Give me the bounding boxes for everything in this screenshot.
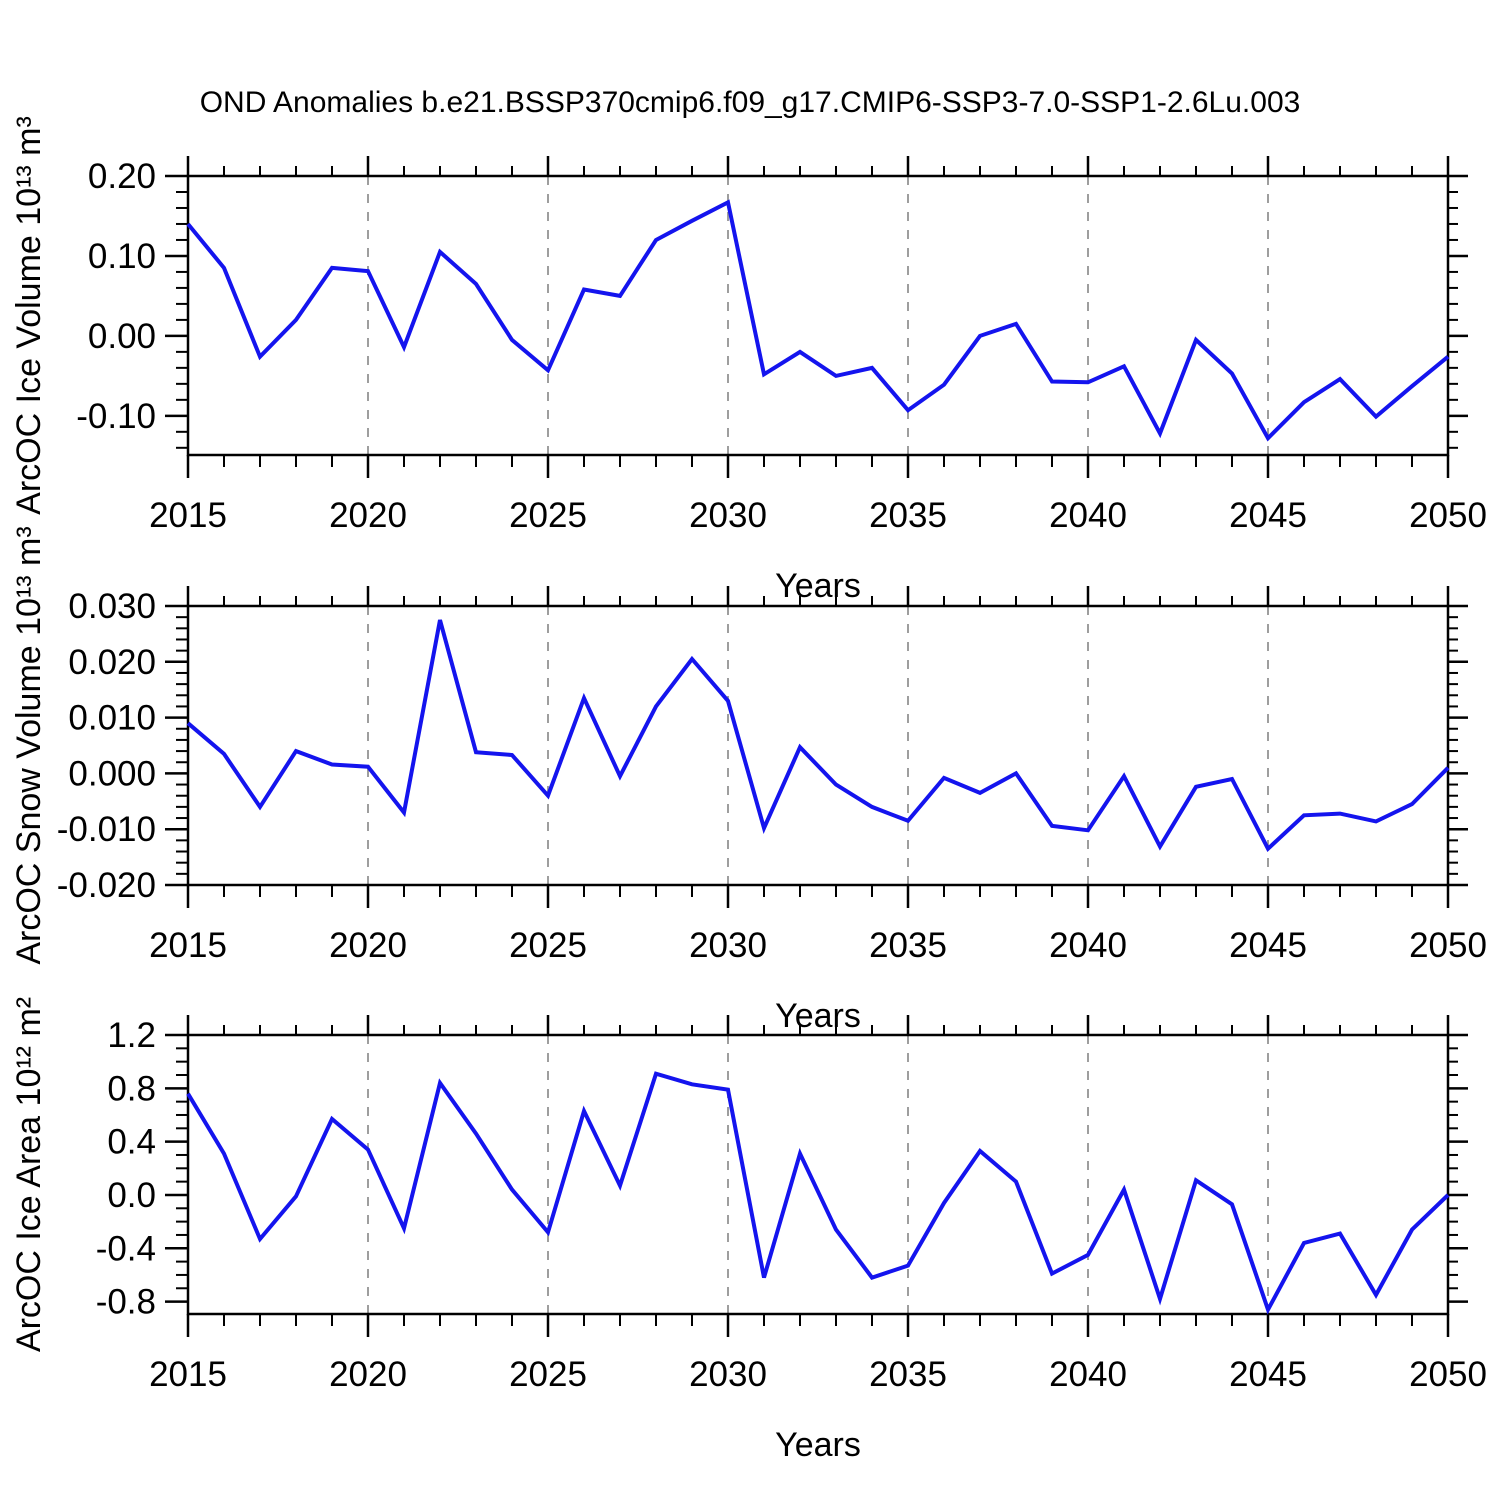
- x-tick-label: 2050: [1409, 496, 1487, 535]
- x-tick-label: 2030: [689, 926, 767, 965]
- x-tick-label: 2020: [329, 926, 407, 965]
- plot-area: 0.20 0.10 0.00 -0.10 2015 2020 2025 2030 2035 204…: [76, 156, 1487, 535]
- chart-snow-volume: ArcOC Snow Volume 10¹³ m³ 0.030 0.020 0.01…: [10, 526, 1487, 1035]
- y-tick-label: -0.8: [96, 1283, 156, 1322]
- y-tick-label: 0.4: [107, 1123, 156, 1162]
- x-axis-label: Years: [775, 1426, 861, 1464]
- x-tick-label: 2020: [329, 496, 407, 535]
- x-axis-label: Years: [775, 567, 861, 605]
- y-tick-label: -0.020: [57, 866, 156, 905]
- x-tick-label: 2015: [149, 496, 227, 535]
- x-tick-label: 2040: [1049, 926, 1127, 965]
- y-axis-label: ArcOC Ice Area 10¹² m²: [10, 997, 48, 1352]
- x-tick-label: 2030: [689, 1355, 767, 1394]
- x-tick-label: 2025: [509, 496, 587, 535]
- plot-frame: [186, 604, 1450, 887]
- y-tick-label: 0.20: [88, 157, 156, 196]
- plot-area: 1.2 0.8 0.4 0.0 -0.4 -0.8 2015 2020 2025 2030 2035…: [96, 1015, 1487, 1394]
- x-tick-label: 2035: [869, 926, 947, 965]
- plot-frame: [186, 1033, 1450, 1316]
- x-tick-label: 2035: [869, 496, 947, 535]
- x-tick-label: 2040: [1049, 1355, 1127, 1394]
- x-tick-label: 2020: [329, 1355, 407, 1394]
- y-tick-label: -0.4: [96, 1229, 156, 1268]
- y-tick-label: 0.010: [68, 699, 156, 738]
- y-tick-label: 0.0: [107, 1176, 156, 1215]
- x-tick-label: 2030: [689, 496, 767, 535]
- chart-ice-area: ArcOC Ice Area 10¹² m² 1.2 0.8 0.4 0.0 -0.4 -…: [10, 997, 1487, 1464]
- x-tick-label: 2045: [1229, 926, 1307, 965]
- x-tick-label: 2045: [1229, 1355, 1307, 1394]
- x-tick-label: 2045: [1229, 496, 1307, 535]
- x-tick-label: 2040: [1049, 496, 1127, 535]
- series-line: [186, 199, 1450, 442]
- y-tick-label: -0.10: [76, 397, 156, 436]
- series-line: [186, 1071, 1450, 1315]
- y-tick-label: 0.8: [107, 1069, 156, 1108]
- plot-frame: [186, 174, 1450, 457]
- y-tick-label: 1.2: [107, 1016, 156, 1055]
- x-tick-label: 2015: [149, 1355, 227, 1394]
- y-tick-label: 0.030: [68, 587, 156, 626]
- series-line: [186, 619, 1450, 852]
- y-axis-label: ArcOC Snow Volume 10¹³ m³: [10, 526, 48, 964]
- x-tick-label: 2025: [509, 926, 587, 965]
- x-tick-label: 2050: [1409, 1355, 1487, 1394]
- x-tick-label: 2035: [869, 1355, 947, 1394]
- y-tick-label: -0.010: [57, 810, 156, 849]
- figure-title: OND Anomalies b.e21.BSSP370cmip6.f09_g17…: [200, 86, 1301, 119]
- x-tick-label: 2015: [149, 926, 227, 965]
- y-tick-label: 0.000: [68, 754, 156, 793]
- y-axis-label: ArcOC Ice Volume 10¹³ m³: [10, 116, 48, 515]
- plot-area: 0.030 0.020 0.010 0.000 -0.010 -0.020 2015 2020…: [57, 586, 1487, 965]
- chart-ice-volume: ArcOC Ice Volume 10¹³ m³ 0.20 0.10 0.00 -0.…: [10, 116, 1487, 605]
- x-tick-label: 2050: [1409, 926, 1487, 965]
- y-tick-label: 0.10: [88, 237, 156, 276]
- x-axis-label: Years: [775, 997, 861, 1035]
- x-tick-label: 2025: [509, 1355, 587, 1394]
- y-tick-label: 0.020: [68, 643, 156, 682]
- y-tick-label: 0.00: [88, 317, 156, 356]
